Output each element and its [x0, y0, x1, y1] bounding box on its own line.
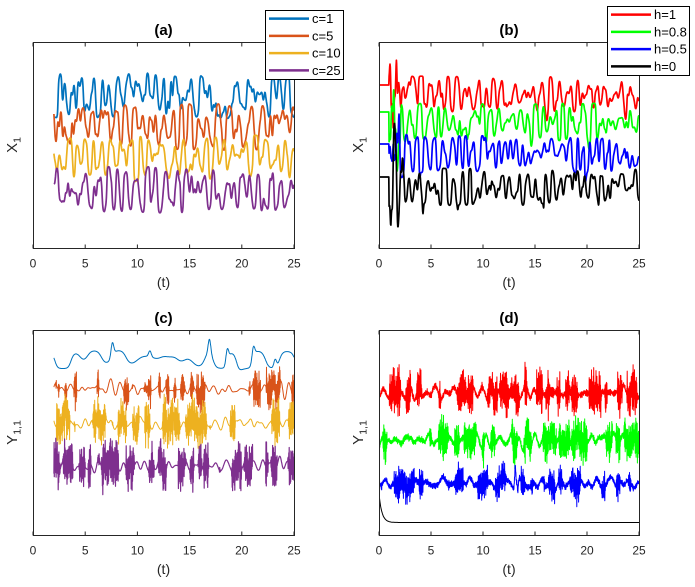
svg-text:(t): (t) — [502, 561, 515, 577]
svg-text:(b): (b) — [499, 22, 518, 39]
svg-text:(c): (c) — [154, 310, 172, 327]
svg-text:5: 5 — [82, 257, 89, 271]
svg-text:5: 5 — [82, 544, 89, 558]
svg-text:15: 15 — [183, 544, 197, 558]
svg-text:(a): (a) — [154, 22, 172, 39]
svg-text:10: 10 — [476, 257, 490, 271]
svg-text:15: 15 — [528, 544, 542, 558]
svg-text:20: 20 — [235, 544, 249, 558]
svg-text:25: 25 — [287, 544, 301, 558]
svg-text:(t): (t) — [157, 274, 170, 290]
svg-text:c=5: c=5 — [312, 28, 333, 43]
svg-text:h=0.5: h=0.5 — [654, 42, 687, 57]
svg-text:25: 25 — [632, 544, 646, 558]
svg-text:c=25: c=25 — [312, 63, 341, 78]
svg-text:h=1: h=1 — [654, 7, 676, 22]
svg-text:(d): (d) — [499, 310, 518, 327]
svg-text:20: 20 — [580, 257, 594, 271]
svg-text:(t): (t) — [157, 561, 170, 577]
svg-text:10: 10 — [131, 257, 145, 271]
svg-text:25: 25 — [632, 257, 646, 271]
svg-text:5: 5 — [428, 257, 435, 271]
svg-text:c=10: c=10 — [312, 46, 341, 61]
svg-text:20: 20 — [580, 544, 594, 558]
svg-text:h=0: h=0 — [654, 59, 676, 74]
svg-text:c=1: c=1 — [312, 11, 333, 26]
svg-text:h=0.8: h=0.8 — [654, 24, 687, 39]
svg-text:10: 10 — [476, 544, 490, 558]
svg-text:0: 0 — [376, 257, 383, 271]
svg-text:0: 0 — [30, 544, 37, 558]
svg-text:0: 0 — [376, 544, 383, 558]
svg-text:15: 15 — [183, 257, 197, 271]
svg-text:10: 10 — [131, 544, 145, 558]
svg-text:15: 15 — [528, 257, 542, 271]
svg-text:25: 25 — [287, 257, 301, 271]
svg-text:0: 0 — [30, 257, 37, 271]
svg-text:5: 5 — [428, 544, 435, 558]
svg-text:(t): (t) — [502, 274, 515, 290]
svg-text:20: 20 — [235, 257, 249, 271]
